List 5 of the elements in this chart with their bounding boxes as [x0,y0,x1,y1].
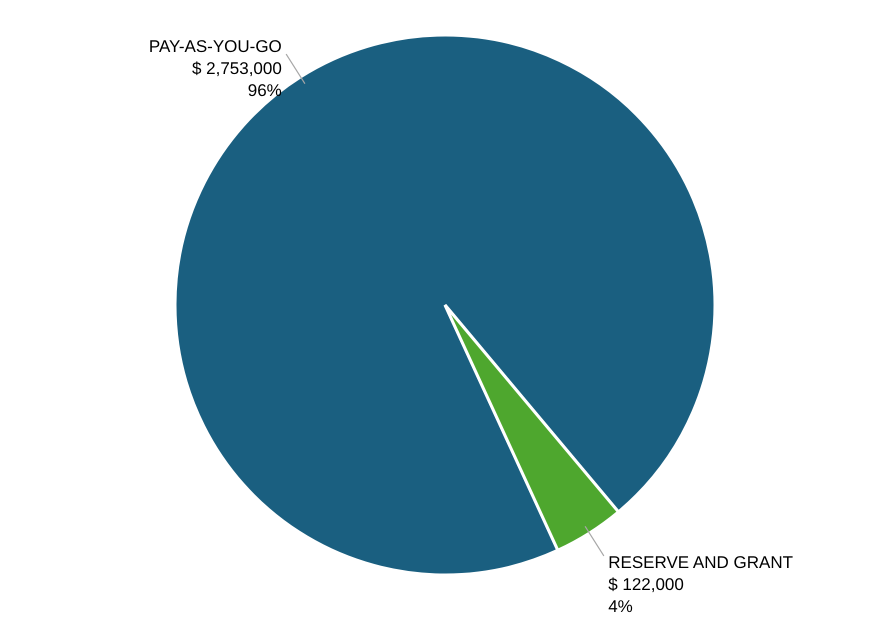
data-label: $ 2,753,000 96% [192,59,282,100]
slice-label: PAY-AS-YOU-GO [148,37,282,56]
data-label: $ 122,000 4% [608,574,684,616]
pie-slice [444,304,620,552]
slice-label: RESERVE AND GRANT [608,552,794,572]
